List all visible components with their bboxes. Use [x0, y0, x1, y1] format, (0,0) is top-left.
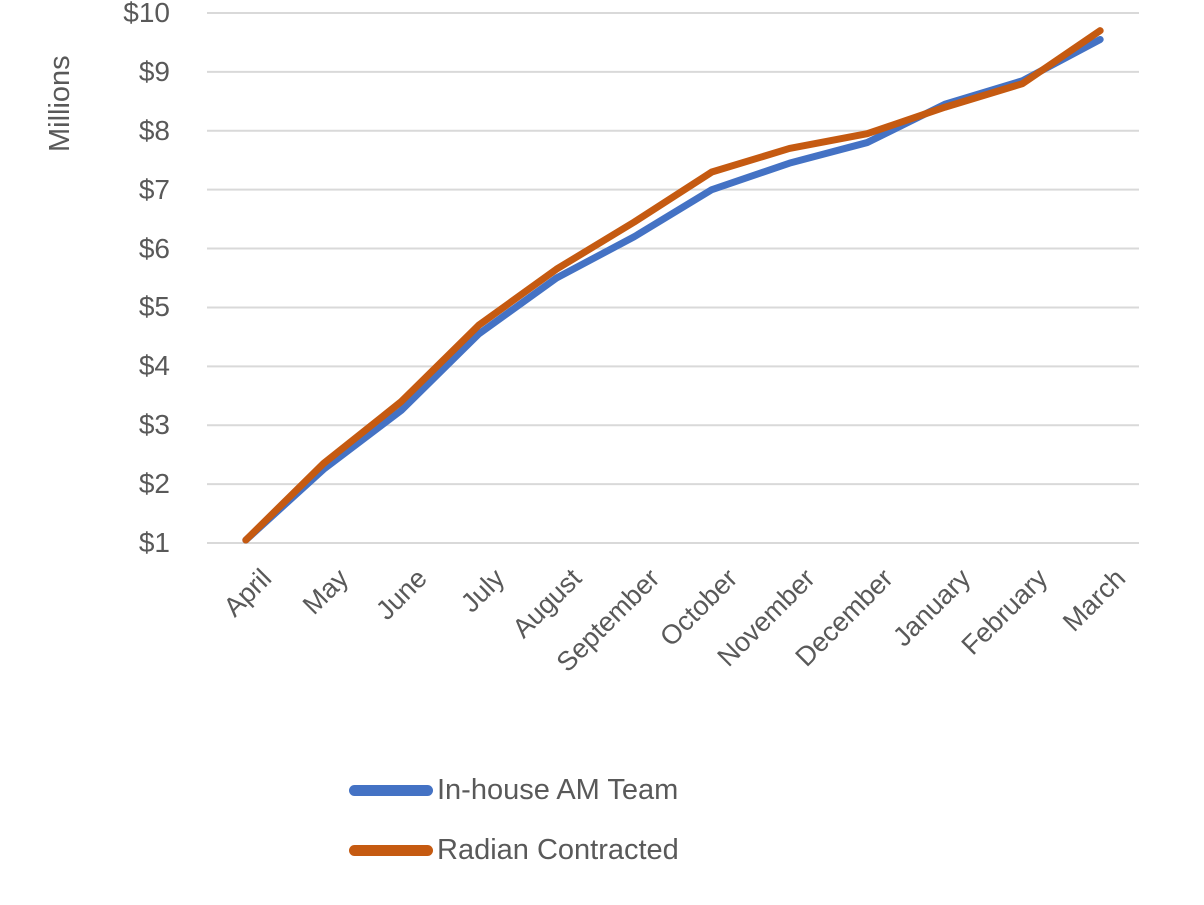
y-tick-label: $5	[138, 291, 170, 323]
y-tick-label: $4	[138, 350, 170, 382]
y-tick-label: $2	[138, 468, 170, 500]
legend-label: Radian Contracted	[437, 834, 679, 866]
y-tick-label: $6	[138, 232, 170, 264]
legend-swatch-radian-contracted	[349, 844, 433, 856]
series-line-radian-contracted	[242, 27, 1104, 544]
legend-item-in-house-am-team: In-house AM Team	[349, 772, 679, 808]
legend-item-radian-contracted: Radian Contracted	[349, 832, 679, 868]
y-tick-label: $3	[138, 409, 170, 441]
y-tick-label: $7	[138, 173, 170, 205]
y-tick-label: $8	[138, 114, 170, 146]
y-tick-label: $1	[138, 527, 170, 558]
series-line-in-house-am-team	[242, 36, 1104, 544]
y-tick-label: $10	[123, 0, 170, 28]
legend-label: In-house AM Team	[437, 774, 679, 806]
chart-legend: In-house AM Team Radian Contracted	[349, 772, 679, 868]
y-tick-label: $9	[138, 55, 170, 87]
legend-swatch-in-house-am-team	[349, 784, 433, 796]
